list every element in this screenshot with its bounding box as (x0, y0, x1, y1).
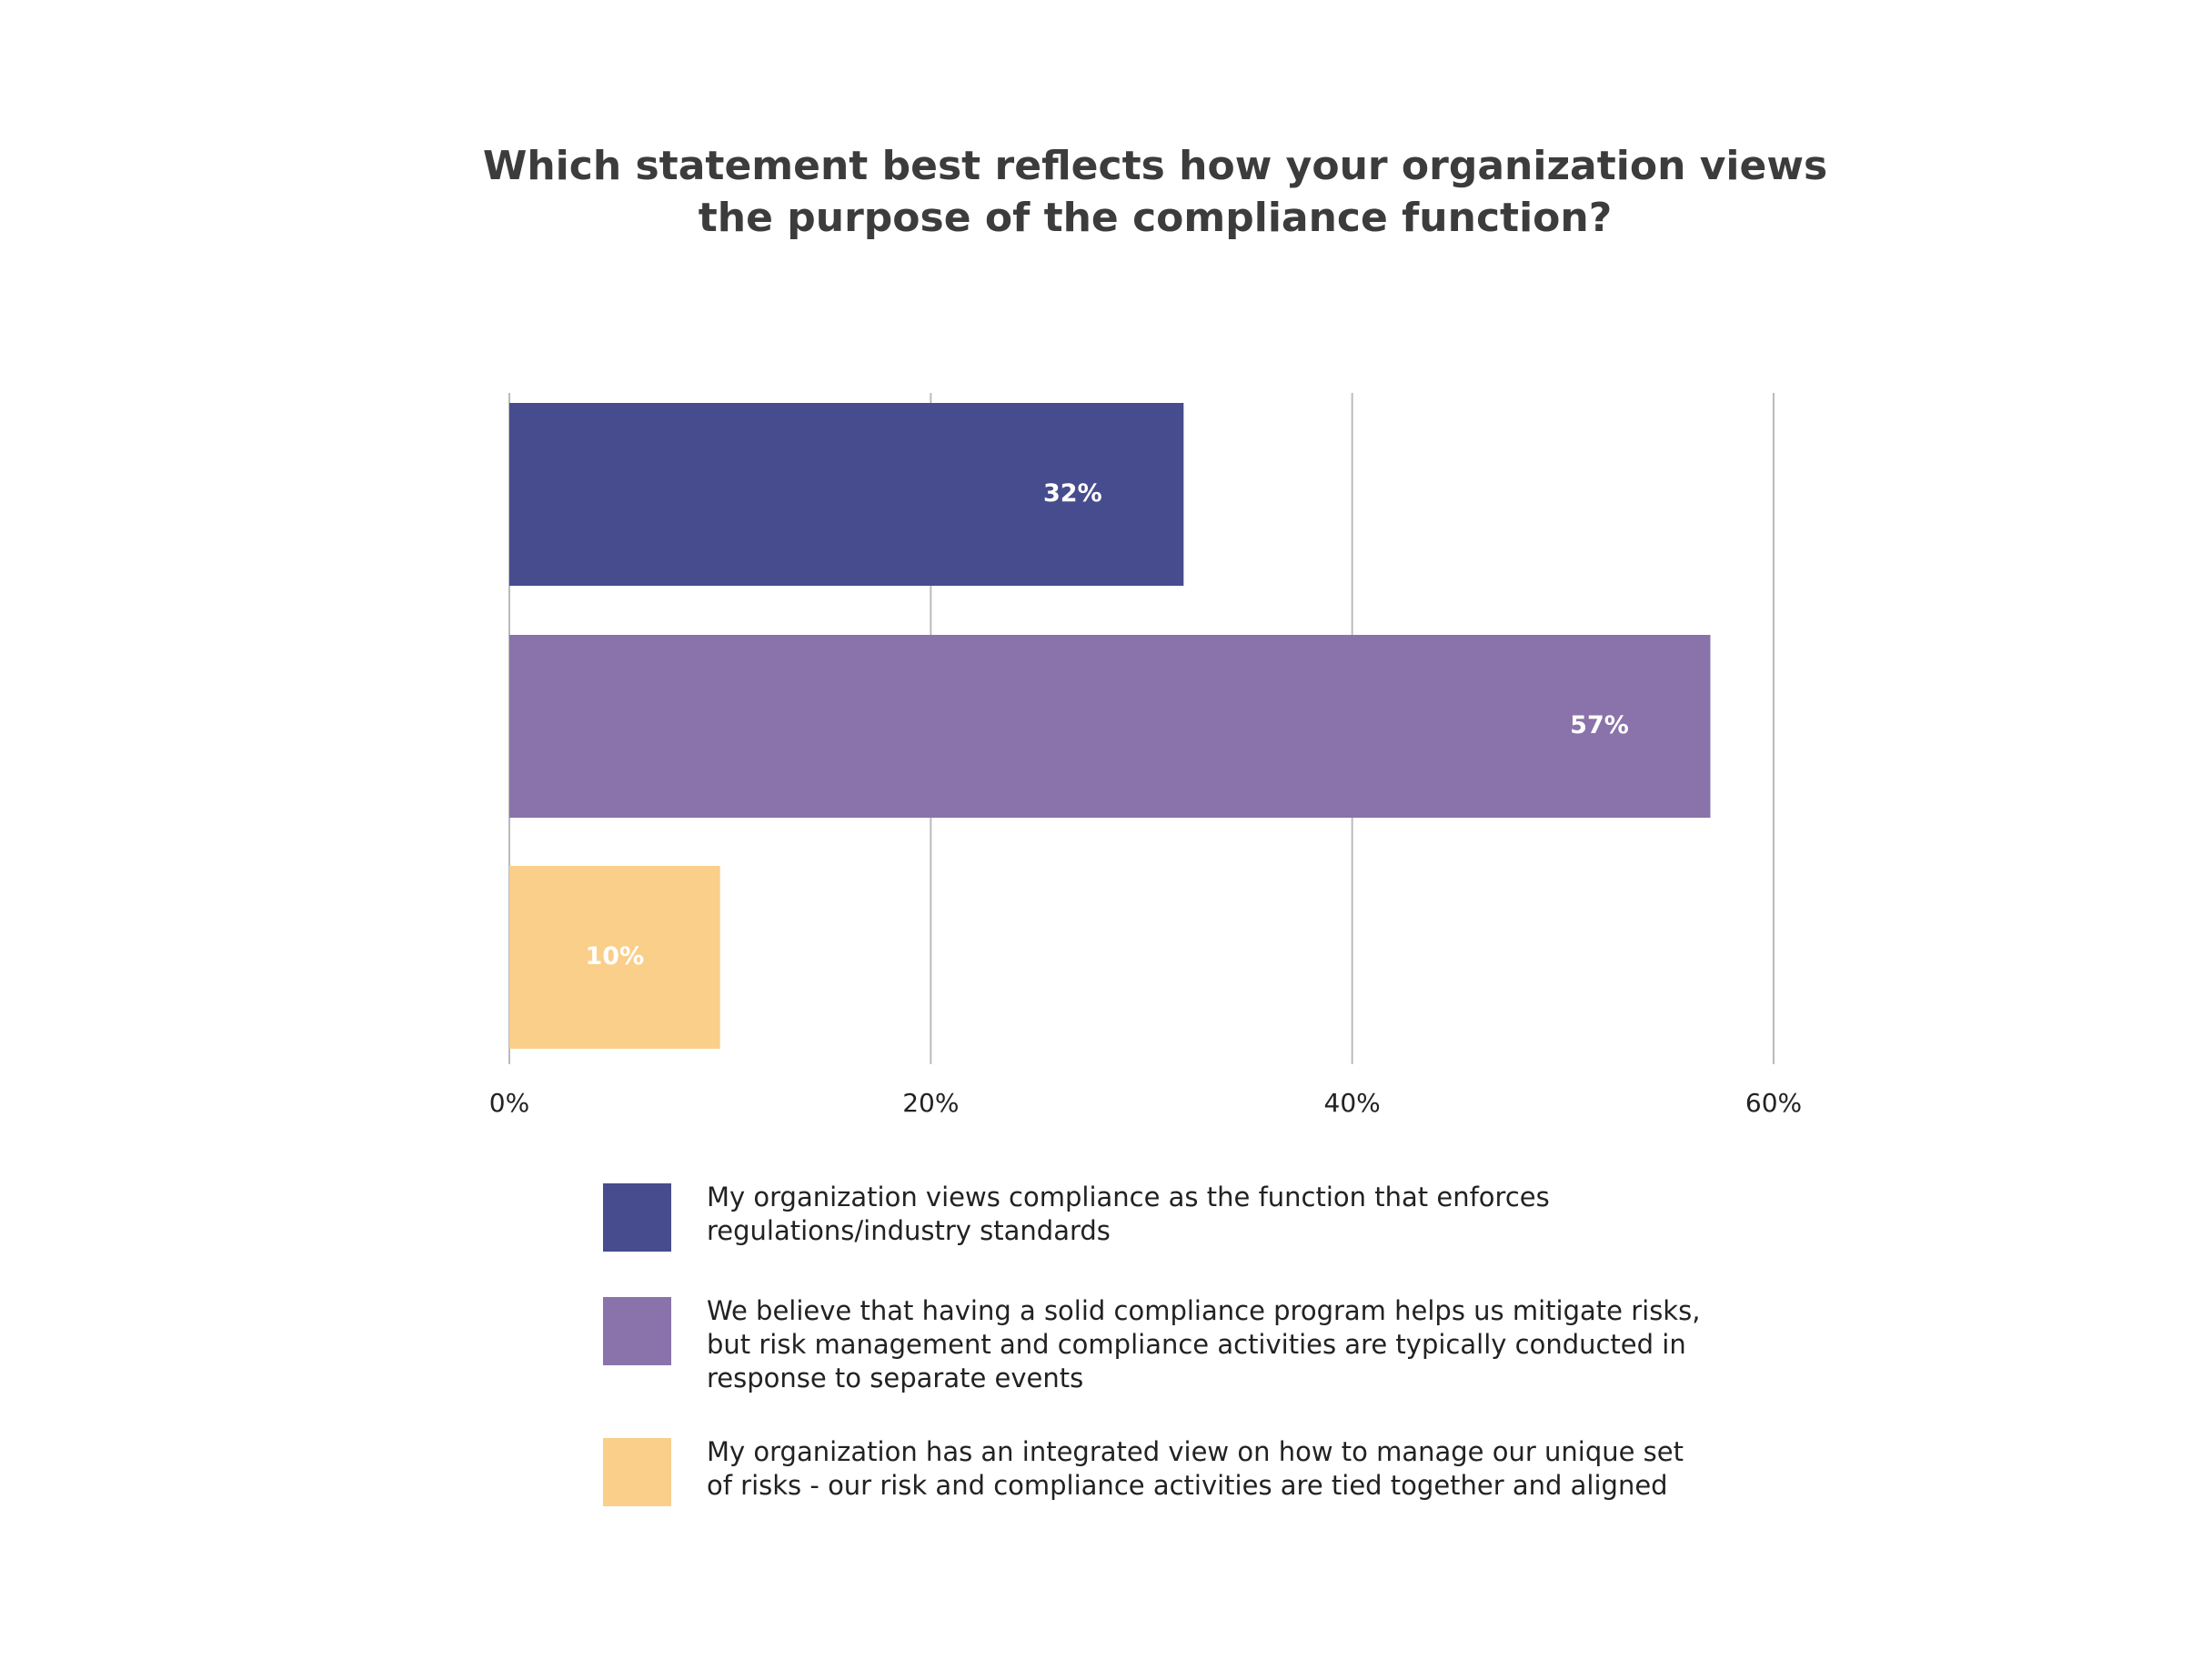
data-label: 32% (1043, 479, 1102, 508)
legend-swatch (603, 1438, 671, 1506)
legend-swatch (603, 1183, 671, 1252)
bar (509, 403, 1184, 586)
bar (509, 635, 1711, 818)
legend-swatch (603, 1297, 671, 1365)
data-label: 10% (586, 942, 645, 971)
chart-title: Which statement best reflects how your o… (483, 143, 1827, 241)
x-tick-label: 40% (1324, 1088, 1381, 1118)
bar (509, 866, 720, 1049)
legend-label: My organization has an integrated view o… (707, 1436, 1684, 1501)
legend-label: We believe that having a solid complianc… (707, 1295, 1700, 1393)
legend-label: My organization views compliance as the … (707, 1182, 1550, 1246)
x-tick-label: 60% (1745, 1088, 1802, 1118)
data-label: 57% (1570, 711, 1629, 739)
x-tick-label: 20% (902, 1088, 959, 1118)
x-tick-label: 0% (489, 1088, 529, 1118)
